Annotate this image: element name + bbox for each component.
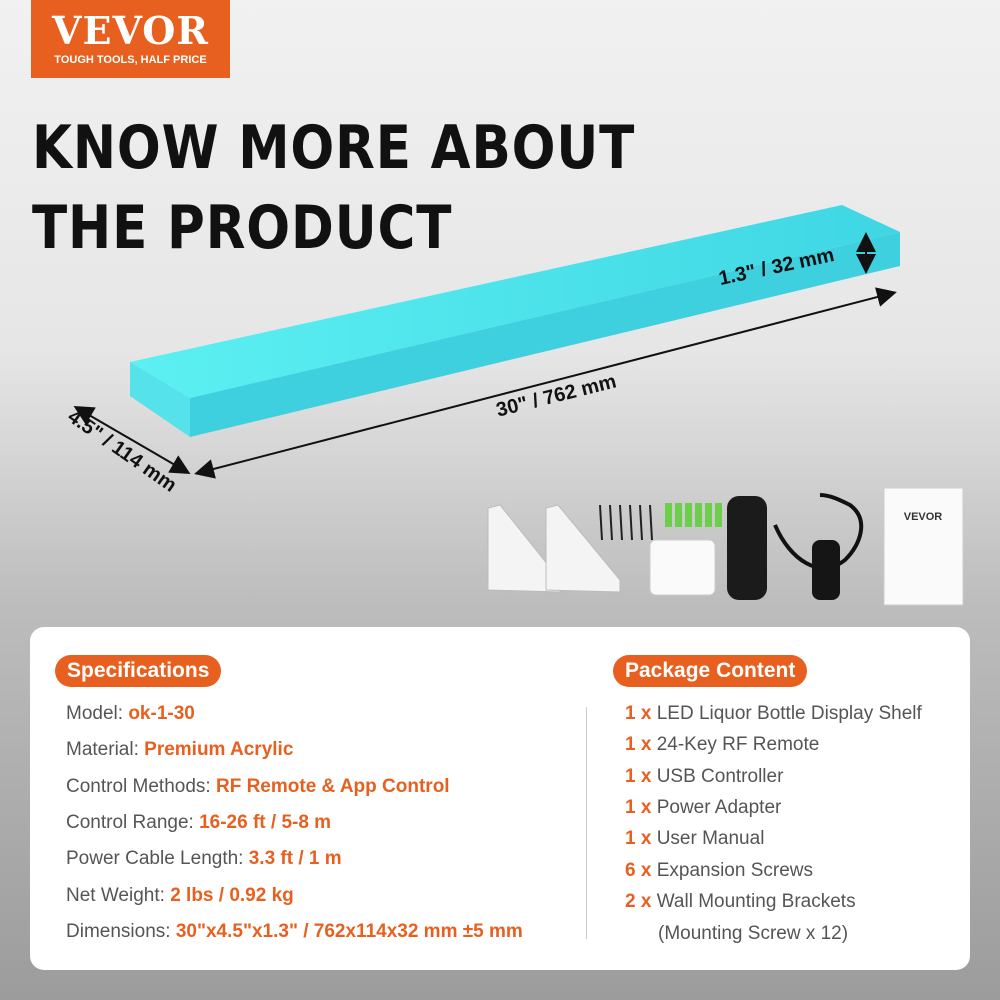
rf-remote <box>727 496 767 600</box>
info-card: Specifications Package Content Model: ok… <box>30 627 970 970</box>
spec-row: Control Range: 16-26 ft / 5-8 m <box>66 812 331 834</box>
package-name: Expansion Screws <box>656 859 813 881</box>
spec-label: Dimensions: <box>66 920 176 942</box>
power-adapter <box>649 539 716 596</box>
specifications-header: Specifications <box>55 655 222 687</box>
spec-row: Power Cable Length: 3.3 ft / 1 m <box>66 848 342 870</box>
package-item: 1 x LED Liquor Bottle Display Shelf <box>625 703 922 725</box>
logo-brand: VEVOR <box>52 8 209 53</box>
spec-row: Control Methods: RF Remote & App Control <box>66 776 450 798</box>
package-qty: 1 x <box>625 796 657 818</box>
width-arrow <box>73 405 191 475</box>
title-line-2: THE PRODUCT <box>32 193 453 263</box>
package-name: Wall Mounting Brackets <box>656 890 856 912</box>
package-item: 1 x 24-Key RF Remote <box>625 734 819 756</box>
screws <box>599 504 653 541</box>
package-item: 6 x Expansion Screws <box>625 860 813 882</box>
manual-brand: VEVOR <box>904 511 943 523</box>
length-arrow <box>194 287 897 479</box>
package-qty: 1 x <box>625 828 657 850</box>
spec-label: Control Range: <box>66 811 200 833</box>
spec-label: Control Methods: <box>66 775 216 797</box>
spec-row: Dimensions: 30"x4.5"x1.3" / 762x114x32 m… <box>66 921 523 943</box>
title-line-1: KNOW MORE ABOUT <box>32 113 636 183</box>
mounting-bracket <box>487 504 621 593</box>
package-content-header: Package Content <box>613 655 808 687</box>
spec-label: Model: <box>66 703 129 724</box>
package-item: 2 x Wall Mounting Brackets <box>625 891 856 913</box>
package-qty: 1 x <box>625 734 657 756</box>
spec-row: Model: ok-1-30 <box>66 703 195 725</box>
package-name: 24-Key RF Remote <box>656 734 820 756</box>
spec-value: 3.3 ft / 1 m <box>248 848 342 870</box>
spec-label: Material: <box>66 739 145 761</box>
spec-row: Material: Premium Acrylic <box>66 739 293 761</box>
package-qty: 6 x <box>625 859 657 881</box>
shelf-top-face <box>130 205 900 398</box>
expansion-anchors <box>665 503 722 527</box>
page-title: KNOW MORE ABOUT THE PRODUCT <box>32 108 635 268</box>
spec-value: 30"x4.5"x1.3" / 762x114x32 mm ±5 mm <box>175 920 523 942</box>
spec-value: RF Remote & App Control <box>215 775 450 797</box>
package-item: 1 x User Manual <box>625 828 764 850</box>
package-name: User Manual <box>656 828 765 850</box>
spec-value: 2 lbs / 0.92 kg <box>170 884 294 906</box>
spec-row: Net Weight: 2 lbs / 0.92 kg <box>66 885 294 907</box>
package-item: 1 x Power Adapter <box>625 797 781 819</box>
package-name: LED Liquor Bottle Display Shelf <box>656 703 922 724</box>
package-qty: 2 x <box>625 890 657 912</box>
spec-value: 16-26 ft / 5-8 m <box>199 811 332 833</box>
usb-controller <box>773 493 864 570</box>
spec-label: Power Cable Length: <box>66 848 249 870</box>
divider <box>586 707 587 939</box>
product-illustration: VEVOR <box>73 205 964 606</box>
package-item: 1 x USB Controller <box>625 766 783 788</box>
spec-value: Premium Acrylic <box>144 739 294 761</box>
package-note: (Mounting Screw x 12) <box>658 923 849 944</box>
package-qty: 1 x <box>625 703 657 724</box>
package-name: Power Adapter <box>656 796 782 818</box>
package-qty: 1 x <box>625 765 657 787</box>
vevor-logo: VEVOR TOUGH TOOLS, HALF PRICE <box>31 0 230 78</box>
user-manual <box>883 487 964 606</box>
package-name: USB Controller <box>656 765 784 787</box>
logo-tagline: TOUGH TOOLS, HALF PRICE <box>54 54 207 66</box>
spec-value: ok-1-30 <box>128 703 195 724</box>
spec-label: Net Weight: <box>66 884 171 906</box>
